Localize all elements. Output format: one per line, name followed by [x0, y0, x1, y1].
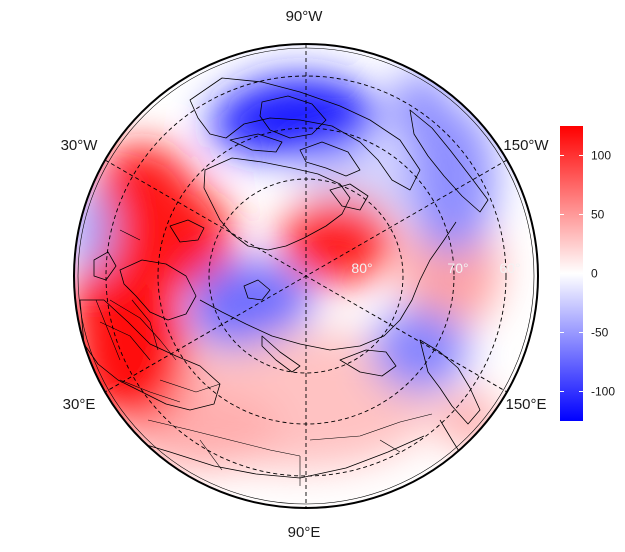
alaska-coastline: [409, 109, 489, 213]
siberia-coastline: [419, 339, 481, 425]
canadian-archipelago-coastline: [229, 133, 369, 211]
scandinavia-coastline: [119, 259, 197, 321]
colorbar-tick-label: 100: [591, 149, 611, 163]
graticule: [104, 44, 508, 508]
coastlines: [79, 77, 489, 486]
latitude-label-80: 80°: [351, 260, 372, 276]
map-boundary: [73, 43, 539, 509]
svalbard-coastline: [243, 279, 271, 301]
iceland-coastline: [169, 219, 205, 243]
central-asia-coastline: [129, 435, 425, 479]
colorbar-tick-label: -50: [591, 326, 609, 340]
taymyr-coastline: [339, 349, 397, 377]
anomaly-blob-positive: [282, 196, 394, 284]
longitude-label-90e: 90°E: [288, 524, 321, 541]
hudson-bay-coastline: [259, 95, 327, 139]
longitude-label-30e: 30°E: [63, 396, 96, 413]
anomaly-blob-negative: [372, 308, 468, 392]
latitude-label-60: 60°: [499, 260, 520, 276]
north-america-coastline: [189, 77, 421, 191]
eurasia-arctic-coastline: [199, 221, 457, 351]
longitude-label-150w: 150°W: [503, 137, 549, 154]
longitude-label-90w: 90°W: [286, 8, 324, 25]
europe-coastline: [79, 299, 221, 411]
map-boundary-inner: [77, 47, 535, 505]
anomaly-blob-negative: [210, 96, 290, 152]
anomaly-blob-positive: [152, 190, 232, 290]
anomaly-blob-negative: [390, 70, 450, 150]
greenland-coastline: [203, 157, 351, 251]
anomaly-blob-negative: [192, 288, 272, 348]
latitude-label-70: 70°: [447, 260, 468, 276]
novaya-zemlya-coastline: [261, 335, 301, 373]
colorbar: 100 50 0 -50 -100: [560, 126, 615, 421]
meridian-150w-30e: [104, 159, 508, 393]
colorbar-tick-label: 50: [591, 208, 605, 222]
colorbar-tick-label: 0: [591, 267, 598, 281]
country-borders: [95, 229, 433, 486]
longitude-label-30w: 30°W: [61, 137, 99, 154]
colorbar-ramp: [560, 126, 583, 421]
colorbar-tick-label: -100: [591, 385, 615, 399]
latitude-circle-60: [105, 75, 507, 477]
anomaly-field: [74, 44, 538, 508]
british-isles-coastline: [93, 251, 117, 281]
longitude-label-150e: 150°E: [505, 396, 546, 413]
